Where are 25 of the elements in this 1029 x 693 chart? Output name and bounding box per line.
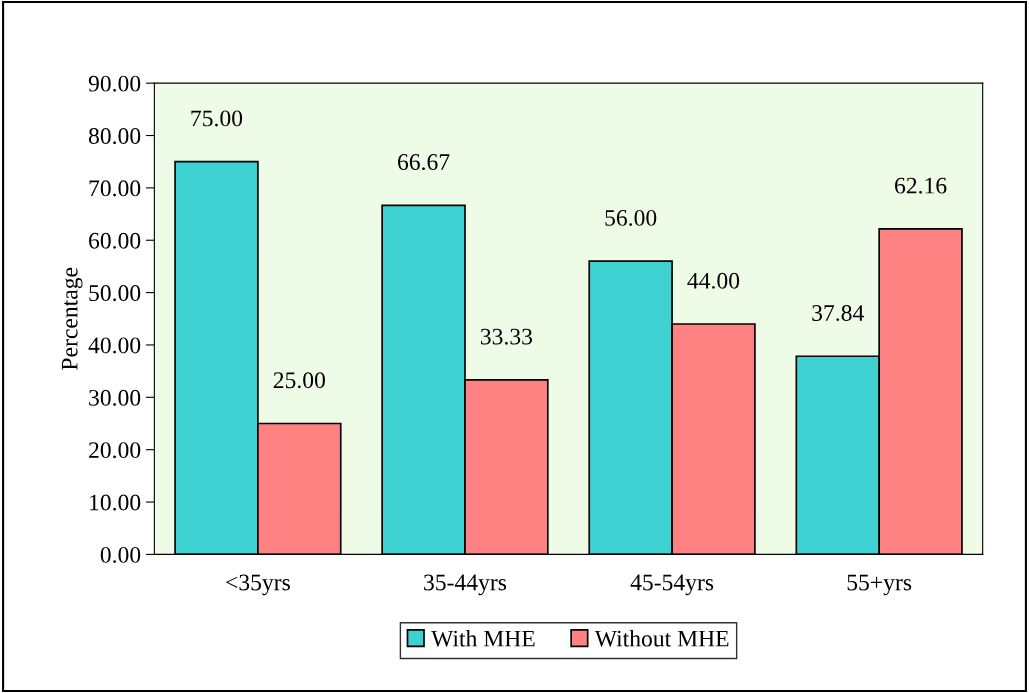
data-label: 33.33 (480, 328, 533, 345)
y-tick-label: 70.00 (89, 180, 141, 197)
y-tick-label: 20.00 (89, 442, 141, 459)
x-tick-label: 45-54yrs (630, 574, 714, 596)
x-tick-label: <35yrs (226, 574, 290, 596)
y-tick-label: 90.00 (88, 75, 141, 92)
data-label: 44.00 (687, 272, 740, 289)
y-tick-label: 10.00 (90, 494, 141, 511)
legend-label: Without MHE (594, 629, 729, 647)
legend-label: With MHE (431, 629, 535, 647)
y-tick-label: 80.00 (88, 128, 141, 145)
data-label: 56.00 (605, 209, 657, 226)
data-label: 62.16 (895, 177, 947, 194)
y-tick-label: 40.00 (88, 337, 141, 354)
y-axis-title: Percentage (61, 267, 83, 370)
y-tick-label: 60.00 (89, 232, 141, 249)
x-tick-label: 55+yrs (847, 574, 912, 596)
y-tick-label: 30.00 (89, 389, 141, 406)
data-label: 75.00 (191, 110, 243, 127)
data-label: 66.67 (398, 154, 450, 171)
data-label: 25.00 (273, 372, 325, 389)
data-label: 37.84 (812, 304, 864, 322)
y-tick-label: 0.00 (100, 546, 141, 563)
y-tick-label: 50.00 (89, 285, 141, 302)
x-tick-label: 35-44yrs (424, 574, 507, 596)
